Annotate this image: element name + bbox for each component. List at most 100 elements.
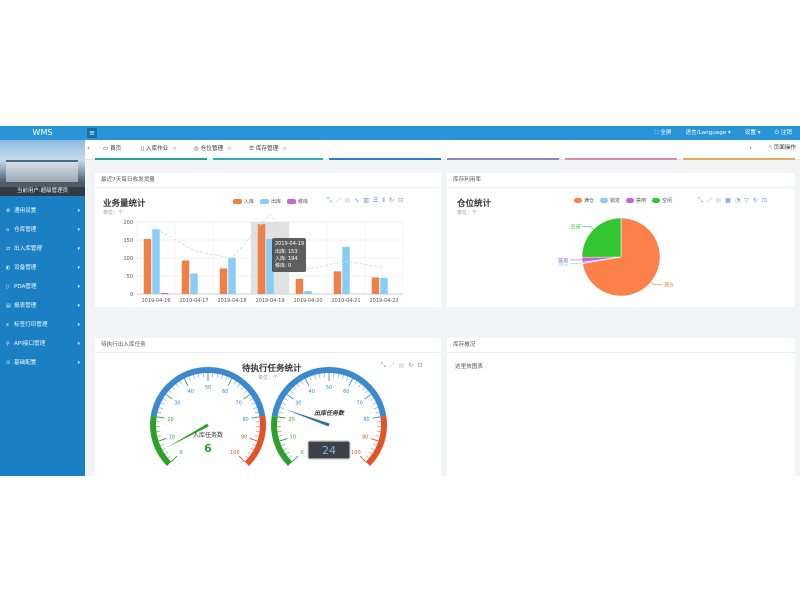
chart-title: 仓位统计 [457,199,492,209]
sidebar-item[interactable]: ◐ 设备管理 ▾ [0,259,85,278]
gauge-tick [284,398,288,401]
data-view-icon[interactable]: ▤ [398,362,405,369]
gauge-tick [167,455,172,459]
zoom-reset-icon[interactable]: ⤢ [706,197,712,204]
data-view-icon[interactable]: ▦ [725,197,731,204]
legend-item[interactable]: 移库 [287,198,308,205]
refresh-icon[interactable]: ↻ [752,197,758,204]
zoom-icon[interactable]: ⤡ [698,197,703,204]
gauge-tick-label: 20 [288,417,294,423]
line-chart-icon[interactable]: ∿ [354,197,360,204]
sidebar-item[interactable]: x 标签打印管理 ▾ [0,316,85,335]
zoom-icon[interactable]: ⤡ [381,362,386,369]
sidebar-item[interactable]: ⇄ 出入库管理 ▾ [0,240,85,259]
mobile-icon: ▯ [141,146,146,152]
gauge-tick [281,443,286,446]
zoom-reset-icon[interactable]: ⤢ [389,362,395,369]
gauge-tick [254,411,259,414]
sidebar-item[interactable]: ▯ PDA管理 ▾ [0,278,85,297]
gauge-tick-label: 70 [236,401,242,407]
legend-swatch [600,198,609,203]
gauge-tick [285,451,290,455]
tile-icon[interactable]: ⦀ [382,197,386,204]
tab-close-icon[interactable]: × [227,146,232,152]
gauge-tick [354,380,358,385]
save-image-icon[interactable]: ⊡ [417,362,423,369]
sidebar-menu: ⚙ 通用设置 ▾ ⌂ 仓库管理 ▾ ⇄ 出入库管理 ▾ ◐ 设备管理 ▾ ▯ PDA管理 ▾ ▤ 报表管理 ▾ x 标… [0,196,85,373]
legend-item[interactable]: 空闲 [652,197,672,204]
x-tick-label: 2019-04-19 [255,298,284,304]
tab-home[interactable]: ▭ 首页 [97,142,121,156]
funnel-icon[interactable]: ▽ [744,197,749,204]
gauge-tick [243,390,248,394]
legend-item[interactable]: 满仓 [574,197,594,204]
tab-underline [447,158,559,160]
tab-inbound[interactable]: ▯ 入库作业 × [135,142,177,156]
gauge-tick [165,394,173,400]
save-image-icon[interactable]: ⊡ [761,197,767,204]
zoom-reset-icon[interactable]: ⤢ [335,197,341,204]
bar [266,238,274,294]
page-ops-button[interactable]: ☝ 页面操作 [768,143,796,151]
gauge-tick [279,438,288,442]
placeholder-text: 这里放图表 [455,364,483,370]
gauge-value: 24 [322,444,336,457]
legend-item[interactable]: 锁定 [600,197,620,204]
legend-swatch [233,199,242,204]
sidebar-item-label: API接口管理 [14,341,46,347]
sidebar-item[interactable]: ⊙ 基础配置 ▾ [0,354,85,373]
gauge-tick [278,435,283,437]
tab-scroll-left-icon[interactable]: ‹ [87,144,90,152]
language-dropdown[interactable]: 语言/Language ▾ [686,126,731,140]
data-view-icon[interactable]: ▤ [344,197,351,204]
gauge-tick [168,390,173,394]
sidebar-item-label: PDA管理 [14,284,37,290]
legend-item[interactable]: 入库 [233,198,254,205]
fullscreen-button[interactable]: ⛶ 全屏 [655,126,672,140]
sidebar-item[interactable]: ⚙ 通用设置 ▾ [0,202,85,221]
gauge-value: 6 [204,442,212,455]
legend-swatch [287,199,297,204]
gauge-tick [346,376,349,381]
save-image-icon[interactable]: ⊡ [398,197,404,204]
device-icon: ◐ [6,265,11,271]
x-tick-label: 2019-04-20 [293,298,322,304]
legend-swatch [626,198,635,203]
inventory-overview-panel: 库存概况 这里放图表 [447,338,795,476]
tab-underline [329,158,441,160]
gauge-tick [158,407,163,409]
tab-location[interactable]: ◎ 仓位管理 × [188,142,232,156]
app-frame: WMS 当前用户:超级管理员 ⚙ 通用设置 ▾ ⌂ 仓库管理 ▾ ⇄ 出入库管理 ▾ ◐ 设备管理 ▾… [0,126,800,476]
chevron-down-icon: ▾ [77,284,80,290]
gauge-needle [284,409,330,427]
legend-item[interactable]: 出库 [260,198,281,205]
x-tick-label: 2019-04-17 [179,298,208,304]
x-tick-label: 2019-04-16 [141,298,170,304]
settings-dropdown[interactable]: 设置 ▾ [745,126,761,140]
gauge-tick [188,376,191,381]
tab-scroll-right-icon[interactable]: › [749,144,752,152]
gauge-tick [277,416,286,419]
pie-icon[interactable]: ◔ [734,197,741,204]
refresh-icon[interactable]: ↻ [389,197,395,204]
logout-button[interactable]: ⏻ 注销 [775,126,792,140]
gauge-tick [370,438,379,442]
tab-close-icon[interactable]: × [282,146,287,152]
x-tick-label: 2019-04-18 [217,298,246,304]
refresh-icon[interactable]: ↻ [408,362,414,369]
target-icon: ◎ [194,146,201,152]
data-view-icon[interactable]: ▤ [715,197,722,204]
sidebar-item[interactable]: ⌂ 仓库管理 ▾ [0,221,85,240]
stack-icon[interactable]: ☰ [373,197,379,204]
zoom-icon[interactable]: ⤡ [327,197,332,204]
gauge-band [244,415,266,467]
tab-close-icon[interactable]: × [172,146,177,152]
sidebar-item[interactable]: ▤ 报表管理 ▾ [0,297,85,316]
legend-item[interactable]: 禁用 [626,197,646,204]
sidebar-item[interactable]: ⚲ API接口管理 ▾ [0,335,85,354]
menu-toggle-icon[interactable]: ≡ [87,128,97,138]
bar-chart-icon[interactable]: ▥ [363,197,369,204]
gauge-tick [309,376,312,381]
tab-inventory[interactable]: ☰ 库存管理 × [243,142,287,156]
